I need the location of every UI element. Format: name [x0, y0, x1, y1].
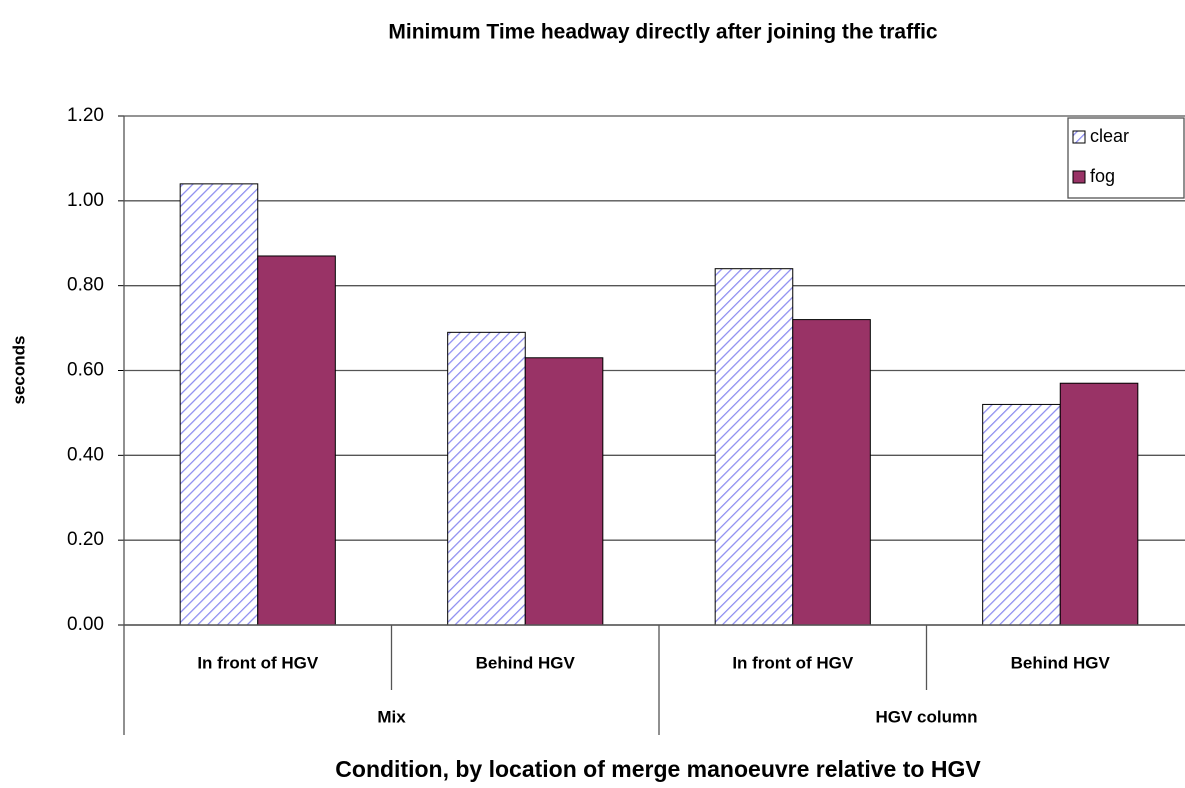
bar [1059, 382, 1139, 626]
bar [982, 403, 1061, 626]
bar [792, 319, 871, 626]
legend-label: fog [1090, 166, 1115, 186]
bar [179, 183, 259, 626]
y-tick-label: 0.80 [67, 275, 104, 296]
bar [257, 255, 336, 626]
y-tick-label: 0.40 [67, 444, 104, 465]
bar [714, 268, 794, 626]
chart-title: Minimum Time headway directly after join… [388, 21, 938, 44]
x-tick-label: In front of HGV [197, 653, 319, 672]
y-tick-label: 0.20 [67, 529, 104, 550]
y-tick-label: 1.00 [67, 190, 104, 211]
group-label: Mix [377, 707, 406, 726]
legend-box [1067, 117, 1185, 199]
y-axis-title: seconds [9, 336, 28, 405]
group-label: HGV column [875, 707, 977, 726]
y-tick-label: 0.00 [67, 614, 104, 635]
legend-label: clear [1090, 126, 1129, 146]
legend-swatch [1072, 170, 1086, 184]
bar [447, 331, 526, 626]
x-axis-title: Condition, by location of merge manoeuvr… [335, 756, 981, 782]
y-tick-label: 1.20 [67, 105, 104, 126]
y-tick-label: 0.60 [67, 360, 104, 381]
x-tick-label: Behind HGV [1011, 653, 1111, 672]
x-tick-label: Behind HGV [476, 653, 576, 672]
bar [524, 357, 604, 626]
x-tick-label: In front of HGV [732, 653, 854, 672]
legend-swatch [1072, 130, 1086, 144]
